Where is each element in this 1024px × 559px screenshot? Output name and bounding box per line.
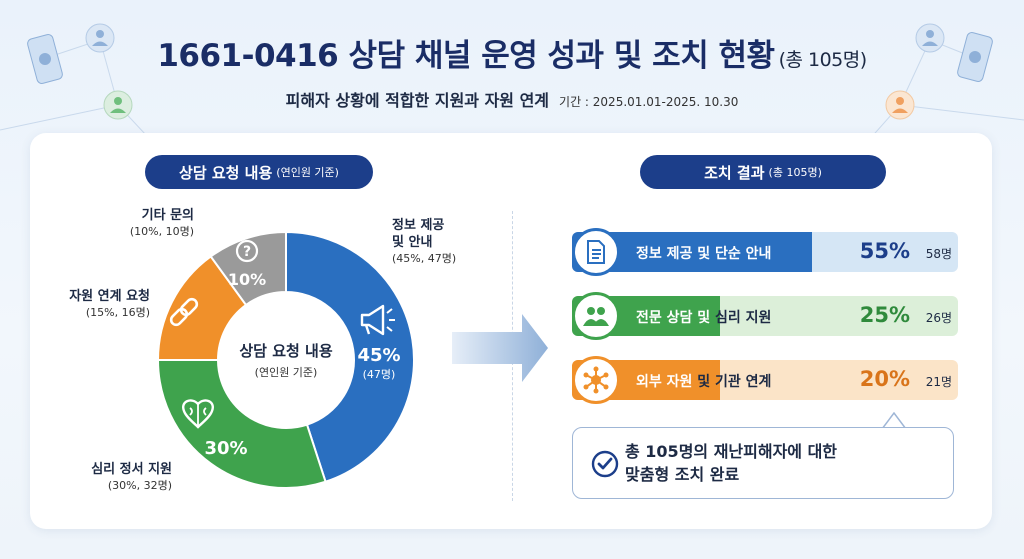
center-sub: (연인원 기준)	[254, 366, 318, 379]
slice-pct-info: 45% (47명)	[348, 345, 410, 382]
slice-other-pct: 10%	[227, 270, 267, 289]
legend-other-sub: (10%, 10명)	[129, 224, 194, 238]
result-pct: 20%	[859, 367, 910, 391]
legend-info-sub: (45%, 47명)	[392, 251, 457, 265]
right-pill-title: 조치 결과	[704, 163, 765, 182]
result-count: 21명	[925, 375, 952, 389]
donut-hole	[218, 292, 354, 428]
result-count: 26명	[925, 311, 952, 325]
right-pill-sub: (총 105명)	[768, 166, 822, 179]
legend-info-name-1: 정보 제공	[392, 218, 445, 233]
result-label-b: 심리 지원	[710, 310, 772, 326]
result-row-info: 정보 제공 및 단순 안내 55% 58명	[572, 228, 958, 276]
legend-other: 기타 문의 (10%, 10명)	[88, 208, 194, 239]
left-pill-sub: (연인원 기준)	[276, 166, 339, 179]
header: 1661-0416 상담 채널 운영 성과 및 조치 현황 (총 105명) 피해…	[0, 30, 1024, 111]
question-icon: ?	[235, 239, 259, 263]
network-icon	[572, 356, 620, 404]
result-label-b: 및 기관 연계	[692, 374, 772, 390]
result-count: 58명	[925, 247, 952, 261]
svg-text:?: ?	[243, 244, 251, 260]
megaphone-icon	[360, 304, 395, 336]
brain-heart-icon	[182, 399, 214, 429]
legend-support-name: 심리 정서 지원	[91, 462, 172, 477]
result-label: 전문 상담 및 심리 지원	[636, 307, 771, 327]
legend-info-name-2: 및 안내	[392, 234, 433, 250]
left-pill-title: 상담 요청 내용	[179, 163, 273, 182]
subtitle-row: 피해자 상황에 적합한 지원과 자원 연계 기간 : 2025.01.01-202…	[0, 87, 1024, 111]
left-section-pill: 상담 요청 내용 (연인원 기준)	[145, 155, 373, 189]
slice-pct-other: 10%	[224, 270, 270, 289]
legend-resource-name: 자원 연계 요청	[69, 289, 150, 304]
slice-support-pct: 30%	[204, 438, 248, 459]
right-section-pill: 조치 결과 (총 105명)	[640, 155, 886, 189]
summary-callout: 총 105명의 재난피해자에 대한 맞춤형 조치 완료	[572, 427, 954, 499]
period-label: 기간 : 2025.01.01-2025. 10.30	[559, 95, 739, 109]
title-text: 1661-0416 상담 채널 운영 성과 및 조치 현황	[157, 38, 775, 74]
document-icon	[572, 228, 620, 276]
result-label: 정보 제공 및 단순 안내	[636, 243, 771, 263]
check-icon	[591, 450, 619, 478]
legend-other-name: 기타 문의	[141, 208, 194, 223]
people-icon	[572, 292, 620, 340]
legend-resource-sub: (15%, 16명)	[85, 305, 150, 319]
legend-resource: 자원 연계 요청 (15%, 16명)	[38, 289, 150, 320]
result-label: 외부 자원 및 기관 연계	[636, 371, 771, 391]
result-label-a: 외부 자원	[636, 374, 693, 390]
legend-support: 심리 정서 지원 (30%, 32명)	[60, 462, 172, 493]
summary-line-2: 맞춤형 조치 완료	[625, 465, 740, 484]
result-row-external: 외부 자원 및 기관 연계 20% 21명	[572, 356, 958, 404]
slice-pct-support: 30%	[196, 438, 256, 459]
legend-support-sub: (30%, 32명)	[107, 478, 172, 492]
result-label-a: 정보 제공 및 단순 안내	[636, 246, 772, 262]
result-row-counsel: 전문 상담 및 심리 지원 25% 26명	[572, 292, 958, 340]
center-title: 상담 요청 내용	[239, 342, 333, 360]
result-pct: 55%	[859, 239, 910, 263]
page-title: 1661-0416 상담 채널 운영 성과 및 조치 현황 (총 105명)	[0, 30, 1024, 75]
link-icon	[169, 297, 199, 327]
slice-info-count: (47명)	[362, 368, 396, 381]
legend-info: 정보 제공 및 안내 (45%, 47명)	[392, 218, 456, 266]
slice-info-pct: 45%	[357, 345, 401, 366]
donut-center-label: 상담 요청 내용 (연인원 기준)	[221, 340, 351, 380]
result-pct: 25%	[859, 303, 910, 327]
subtitle: 피해자 상황에 적합한 지원과 자원 연계	[285, 91, 550, 110]
summary-line-1: 총 105명의 재난피해자에 대한	[625, 441, 838, 461]
result-label-a: 전문 상담 및	[636, 310, 711, 326]
title-total: (총 105명)	[778, 49, 868, 71]
transition-arrow	[452, 314, 548, 382]
